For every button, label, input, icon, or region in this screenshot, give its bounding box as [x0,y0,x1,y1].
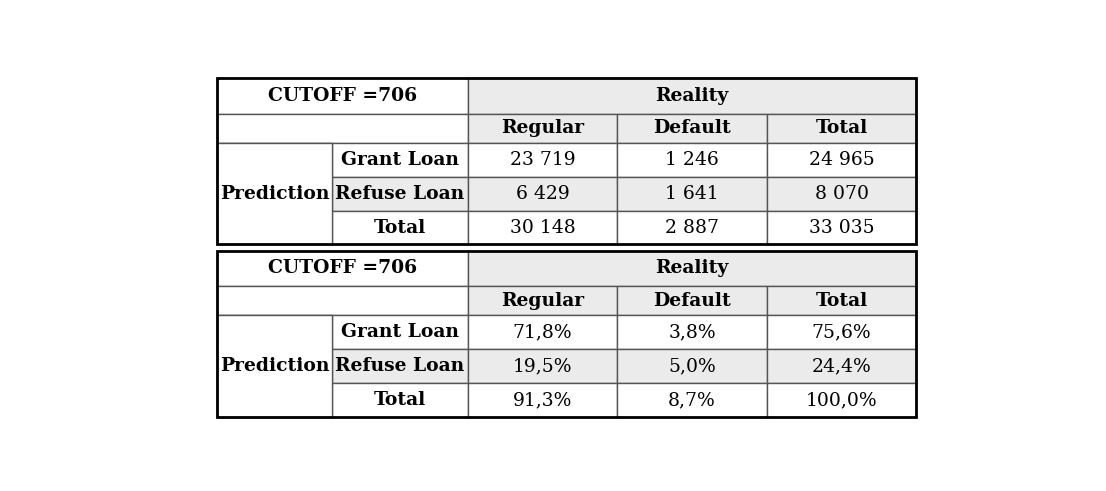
Text: Default: Default [654,119,731,137]
Text: 3,8%: 3,8% [668,323,716,341]
Bar [617,177,766,211]
Text: Regular: Regular [501,292,584,310]
Bar [468,315,617,349]
Text: 71,8%: 71,8% [512,323,572,341]
Bar [217,143,332,177]
Bar [766,113,917,143]
Bar [766,211,917,245]
Text: 33 035: 33 035 [808,218,875,237]
Bar [217,349,332,383]
Text: Reality: Reality [655,87,729,105]
Text: 75,6%: 75,6% [812,323,872,341]
Bar [617,286,766,315]
Text: Total: Total [374,391,426,409]
Bar [766,286,917,315]
Text: Regular: Regular [501,119,584,137]
Text: 24 965: 24 965 [808,151,875,169]
Bar [217,383,332,417]
Bar [468,250,917,286]
Bar [217,286,468,315]
Bar [617,383,766,417]
Bar [217,78,468,113]
Text: Refuse Loan: Refuse Loan [335,357,465,375]
Text: Reality: Reality [655,259,729,277]
Bar [766,349,917,383]
Bar [332,349,468,383]
Bar [332,315,468,349]
Bar [766,315,917,349]
Bar [332,143,468,177]
Text: Default: Default [654,292,731,310]
Bar [332,177,468,211]
Text: Prediction: Prediction [220,185,330,203]
Bar [766,383,917,417]
Bar [217,113,468,143]
Text: Prediction: Prediction [220,357,330,375]
Bar [617,211,766,245]
Bar [217,315,332,349]
Bar [468,286,617,315]
Bar [617,113,766,143]
Text: CUTOFF =706: CUTOFF =706 [268,259,417,277]
Text: 8,7%: 8,7% [668,391,716,409]
Text: 8 070: 8 070 [814,185,868,203]
Text: 30 148: 30 148 [510,218,575,237]
Bar [468,177,617,211]
Bar [617,349,766,383]
Bar [766,143,917,177]
Bar [217,177,332,211]
Text: Refuse Loan: Refuse Loan [335,185,465,203]
Text: 5,0%: 5,0% [668,357,716,375]
Text: CUTOFF =706: CUTOFF =706 [268,87,417,105]
Text: Grant Loan: Grant Loan [341,323,459,341]
Bar [217,143,332,245]
Text: Total: Total [374,218,426,237]
Bar [468,211,617,245]
Bar [468,113,617,143]
Bar [617,315,766,349]
Bar [468,383,617,417]
Bar [217,250,917,417]
Bar [468,143,617,177]
Text: Total: Total [815,119,868,137]
Bar [617,143,766,177]
Bar [217,78,917,245]
Text: 6 429: 6 429 [515,185,570,203]
Text: Total: Total [815,292,868,310]
Text: 24,4%: 24,4% [812,357,872,375]
Bar [217,250,468,286]
Bar [217,211,332,245]
Text: 1 246: 1 246 [665,151,719,169]
Text: 19,5%: 19,5% [513,357,572,375]
Text: 100,0%: 100,0% [806,391,877,409]
Bar [332,383,468,417]
Bar [766,177,917,211]
Bar [468,78,917,113]
Bar [468,349,617,383]
Text: Grant Loan: Grant Loan [341,151,459,169]
Text: 1 641: 1 641 [665,185,719,203]
Bar [332,211,468,245]
Text: 23 719: 23 719 [510,151,575,169]
Bar [217,315,332,417]
Text: 91,3%: 91,3% [513,391,572,409]
Text: 2 887: 2 887 [665,218,719,237]
